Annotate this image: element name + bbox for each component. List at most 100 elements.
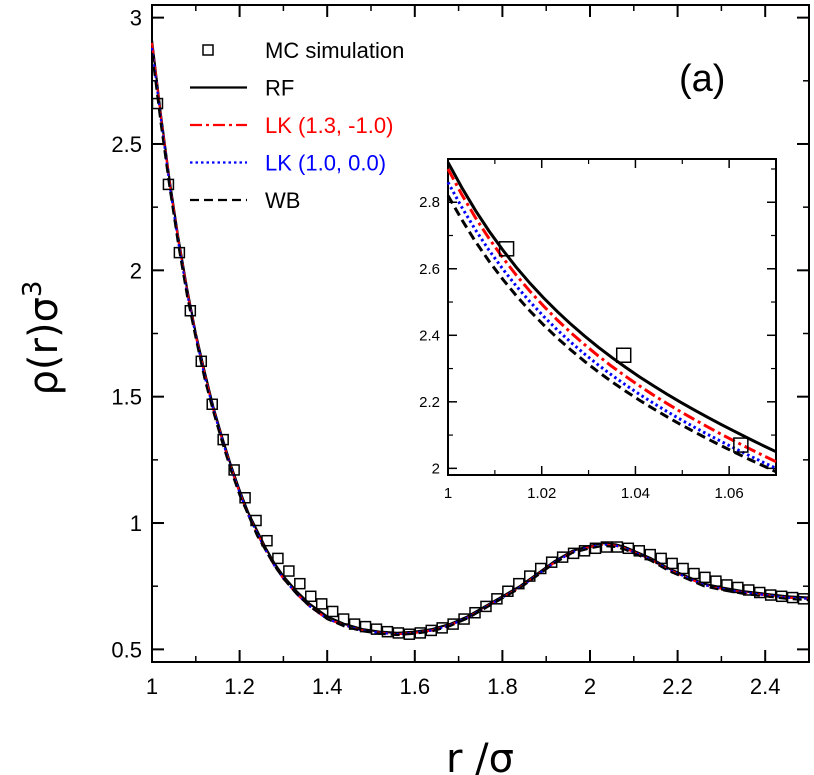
legend-label: MC simulation <box>265 38 404 63</box>
mc-point <box>228 464 240 476</box>
inset-series <box>446 161 777 474</box>
mc-point <box>721 579 733 591</box>
mc-point <box>567 547 580 560</box>
y-tick-label: 3 <box>130 6 142 31</box>
inset-y-tick-label: 2.4 <box>419 327 440 344</box>
mc-point <box>556 551 569 563</box>
y-tick-label: 0.5 <box>111 637 142 662</box>
mc-point <box>403 628 416 640</box>
mc-point <box>622 542 635 555</box>
mc-point <box>502 585 514 597</box>
mc-point <box>283 565 295 577</box>
legend-label: LK (1.3, -1.0) <box>265 113 393 138</box>
mc-point <box>524 570 536 582</box>
mc-point <box>250 514 262 527</box>
mc-point <box>491 593 503 605</box>
mc-point <box>414 627 427 639</box>
mc-point <box>589 542 602 555</box>
y-tick-label: 2.5 <box>111 132 142 157</box>
mc-point <box>764 589 777 601</box>
inset-x-tick-label: 1.02 <box>527 485 556 502</box>
mc-point <box>732 581 744 594</box>
mc-point <box>381 625 394 638</box>
y-tick-label: 2 <box>130 258 142 283</box>
mc-point <box>184 305 197 317</box>
mc-point <box>337 613 350 625</box>
mc-point <box>710 575 722 587</box>
mc-point <box>775 590 788 603</box>
mc-point <box>436 622 448 634</box>
legend-entry-lk-1-0-0-0: LK (1.0, 0.0) <box>190 151 386 176</box>
mc-point <box>480 600 492 613</box>
mc-point <box>272 552 284 565</box>
legend-entry-wb: WB <box>190 188 300 213</box>
mc-point <box>348 618 361 630</box>
legend-entry-lk-1-3-1-0: LK (1.3, -1.0) <box>190 113 393 138</box>
mc-point <box>305 590 317 603</box>
legend-marker <box>202 44 214 56</box>
inset-y-tick-label: 2.2 <box>419 394 440 411</box>
mc-point <box>655 552 667 565</box>
mc-point <box>195 355 208 368</box>
mc-point <box>666 557 678 570</box>
mc-point <box>370 623 383 635</box>
mc-point <box>633 545 646 557</box>
y-tick-label: 1 <box>130 511 142 536</box>
mc-point <box>677 562 689 575</box>
main-ticks <box>151 5 809 662</box>
y-tick-label: 1.5 <box>111 385 142 410</box>
mc-point <box>425 624 437 637</box>
legend-entry-rf: RF <box>190 76 294 101</box>
inset-mc-point <box>733 437 749 453</box>
inset-series-line-lk-1-3-1-0 <box>446 168 777 464</box>
mc-point <box>611 541 624 553</box>
mc-point <box>578 545 591 557</box>
x-tick-label: 1 <box>146 674 158 699</box>
mc-point <box>206 398 218 411</box>
mc-point <box>217 433 229 446</box>
legend-entry-mc-simulation: MC simulation <box>202 38 404 63</box>
x-tick-label: 1.8 <box>487 674 518 699</box>
mc-point <box>162 178 175 191</box>
inset-mc-point <box>498 241 515 257</box>
inset-y-tick-label: 2.8 <box>419 194 440 211</box>
mc-point <box>786 591 799 604</box>
mc-point <box>688 567 700 580</box>
x-tick-label: 1.6 <box>400 674 431 699</box>
mc-point <box>294 577 306 590</box>
mc-point <box>545 556 558 568</box>
inset-y-tick-label: 2.6 <box>419 261 440 278</box>
mc-point <box>359 620 372 633</box>
inset-mc-point <box>615 347 632 364</box>
mc-point <box>326 605 339 618</box>
legend-label: RF <box>265 76 294 101</box>
inset-mc-markers <box>498 241 749 453</box>
x-tick-label: 2 <box>584 674 596 699</box>
inset-y-tick-label: 2 <box>432 460 440 477</box>
inset-series-line-wb <box>446 194 777 474</box>
mc-point <box>644 548 656 561</box>
x-tick-label: 1.4 <box>312 674 343 699</box>
main-tick-labels: 1 1.2 1.4 1.6 1.8 2 2.2 2.40.511.522.53 <box>111 6 780 699</box>
x-tick-label: 2.4 <box>750 674 781 699</box>
inset-x-tick-label: 1.04 <box>621 485 650 502</box>
legend-label: WB <box>265 188 300 213</box>
y-axis-title-main: ρ(r)σ <box>21 297 67 395</box>
x-axis-title: r /σ <box>446 736 514 775</box>
inset-x-tick-label: 1 <box>444 485 452 502</box>
mc-point <box>797 593 810 605</box>
x-tick-label: 2.2 <box>662 674 693 699</box>
mc-point <box>392 627 405 639</box>
mc-point <box>534 562 547 575</box>
legend: MC simulation RF LK (1.3, -1.0) LK (1.0, 0.… <box>190 38 404 213</box>
mc-point <box>743 584 755 596</box>
mc-point <box>239 492 251 504</box>
mc-markers <box>151 97 810 640</box>
mc-point <box>469 606 481 619</box>
inset-series-line-rf <box>446 161 777 454</box>
y-axis-title-sup: 3 <box>18 281 48 298</box>
mc-point <box>261 534 273 547</box>
inset-frame <box>447 158 777 476</box>
mc-point <box>315 598 328 610</box>
